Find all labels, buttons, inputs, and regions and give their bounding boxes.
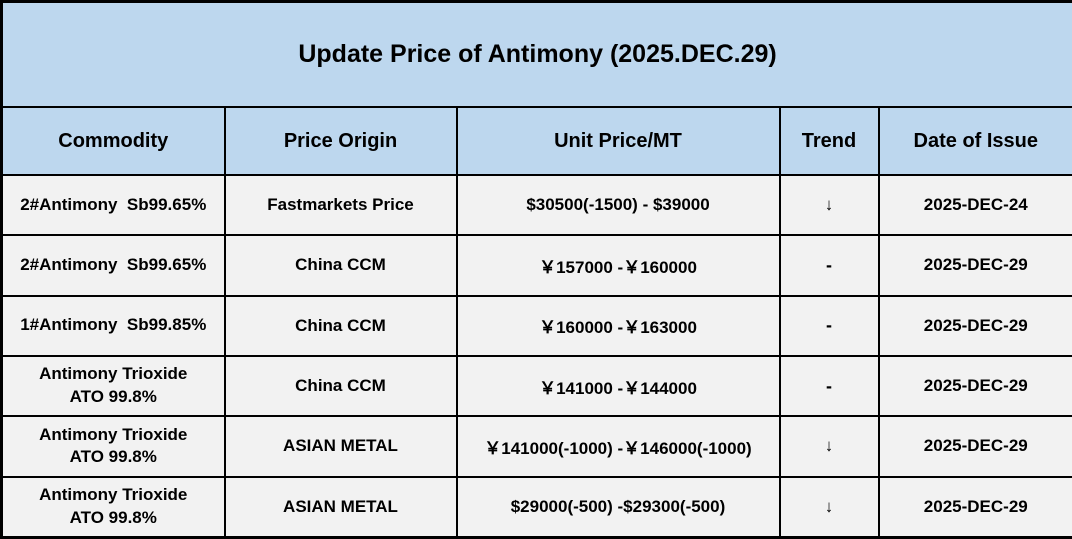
trend-down-arrow-icon: ↓: [778, 475, 880, 539]
date-of-issue-cell: 2025-DEC-29: [877, 294, 1072, 357]
trend-down-arrow-icon: ↓: [778, 415, 880, 478]
price-origin-cell: ASIAN METAL: [223, 475, 458, 539]
date-of-issue-cell: 2025-DEC-29: [877, 354, 1072, 418]
date-of-issue-cell: 2025-DEC-29: [877, 475, 1072, 539]
unit-price-cell: ￥160000 -￥163000: [455, 294, 781, 357]
date-of-issue-cell: 2025-DEC-29: [877, 415, 1072, 478]
price-origin-cell: China CCM: [223, 234, 458, 297]
trend-flat-dash-icon: -: [778, 294, 880, 357]
price-origin-cell: China CCM: [223, 354, 458, 418]
col-header-unit-price: Unit Price/MT: [455, 106, 781, 176]
column-header-row: Commodity Price Origin Unit Price/MT Tre…: [0, 106, 1072, 176]
col-header-price-origin: Price Origin: [223, 106, 458, 176]
commodity-cell: 2#Antimony Sb99.65%: [0, 234, 226, 297]
page-title: Update Price of Antimony (2025.DEC.29): [0, 0, 1072, 108]
trend-flat-dash-icon: -: [778, 234, 880, 297]
date-of-issue-cell: 2025-DEC-29: [877, 234, 1072, 297]
table-row: Antimony Trioxide ATO 99.8% China CCM ￥1…: [0, 354, 1072, 418]
unit-price-cell: ￥157000 -￥160000: [455, 234, 781, 297]
unit-price-cell: ￥141000(-1000) -￥146000(-1000): [455, 415, 781, 478]
commodity-cell: Antimony Trioxide ATO 99.8%: [0, 415, 226, 478]
commodity-cell: 1#Antimony Sb99.85%: [0, 294, 226, 357]
table-row: 2#Antimony Sb99.65% China CCM ￥157000 -￥…: [0, 234, 1072, 297]
trend-flat-dash-icon: -: [778, 354, 880, 418]
unit-price-cell: $29000(-500) -$29300(-500): [455, 475, 781, 539]
price-origin-cell: ASIAN METAL: [223, 415, 458, 478]
table-row: Antimony Trioxide ATO 99.8% ASIAN METAL …: [0, 475, 1072, 539]
trend-down-arrow-icon: ↓: [778, 173, 880, 237]
price-origin-cell: China CCM: [223, 294, 458, 357]
col-header-date-of-issue: Date of Issue: [877, 106, 1072, 176]
commodity-cell: 2#Antimony Sb99.65%: [0, 173, 226, 237]
date-of-issue-cell: 2025-DEC-24: [877, 173, 1072, 237]
commodity-cell: Antimony Trioxide ATO 99.8%: [0, 354, 226, 418]
table-row: Antimony Trioxide ATO 99.8% ASIAN METAL …: [0, 415, 1072, 478]
unit-price-cell: ￥141000 -￥144000: [455, 354, 781, 418]
unit-price-cell: $30500(-1500) - $39000: [455, 173, 781, 237]
table-row: 2#Antimony Sb99.65% Fastmarkets Price $3…: [0, 173, 1072, 237]
price-origin-cell: Fastmarkets Price: [223, 173, 458, 237]
commodity-cell: Antimony Trioxide ATO 99.8%: [0, 475, 226, 539]
table-row: 1#Antimony Sb99.85% China CCM ￥160000 -￥…: [0, 294, 1072, 357]
col-header-trend: Trend: [778, 106, 880, 176]
title-row: Update Price of Antimony (2025.DEC.29): [0, 0, 1072, 108]
col-header-commodity: Commodity: [0, 106, 226, 176]
